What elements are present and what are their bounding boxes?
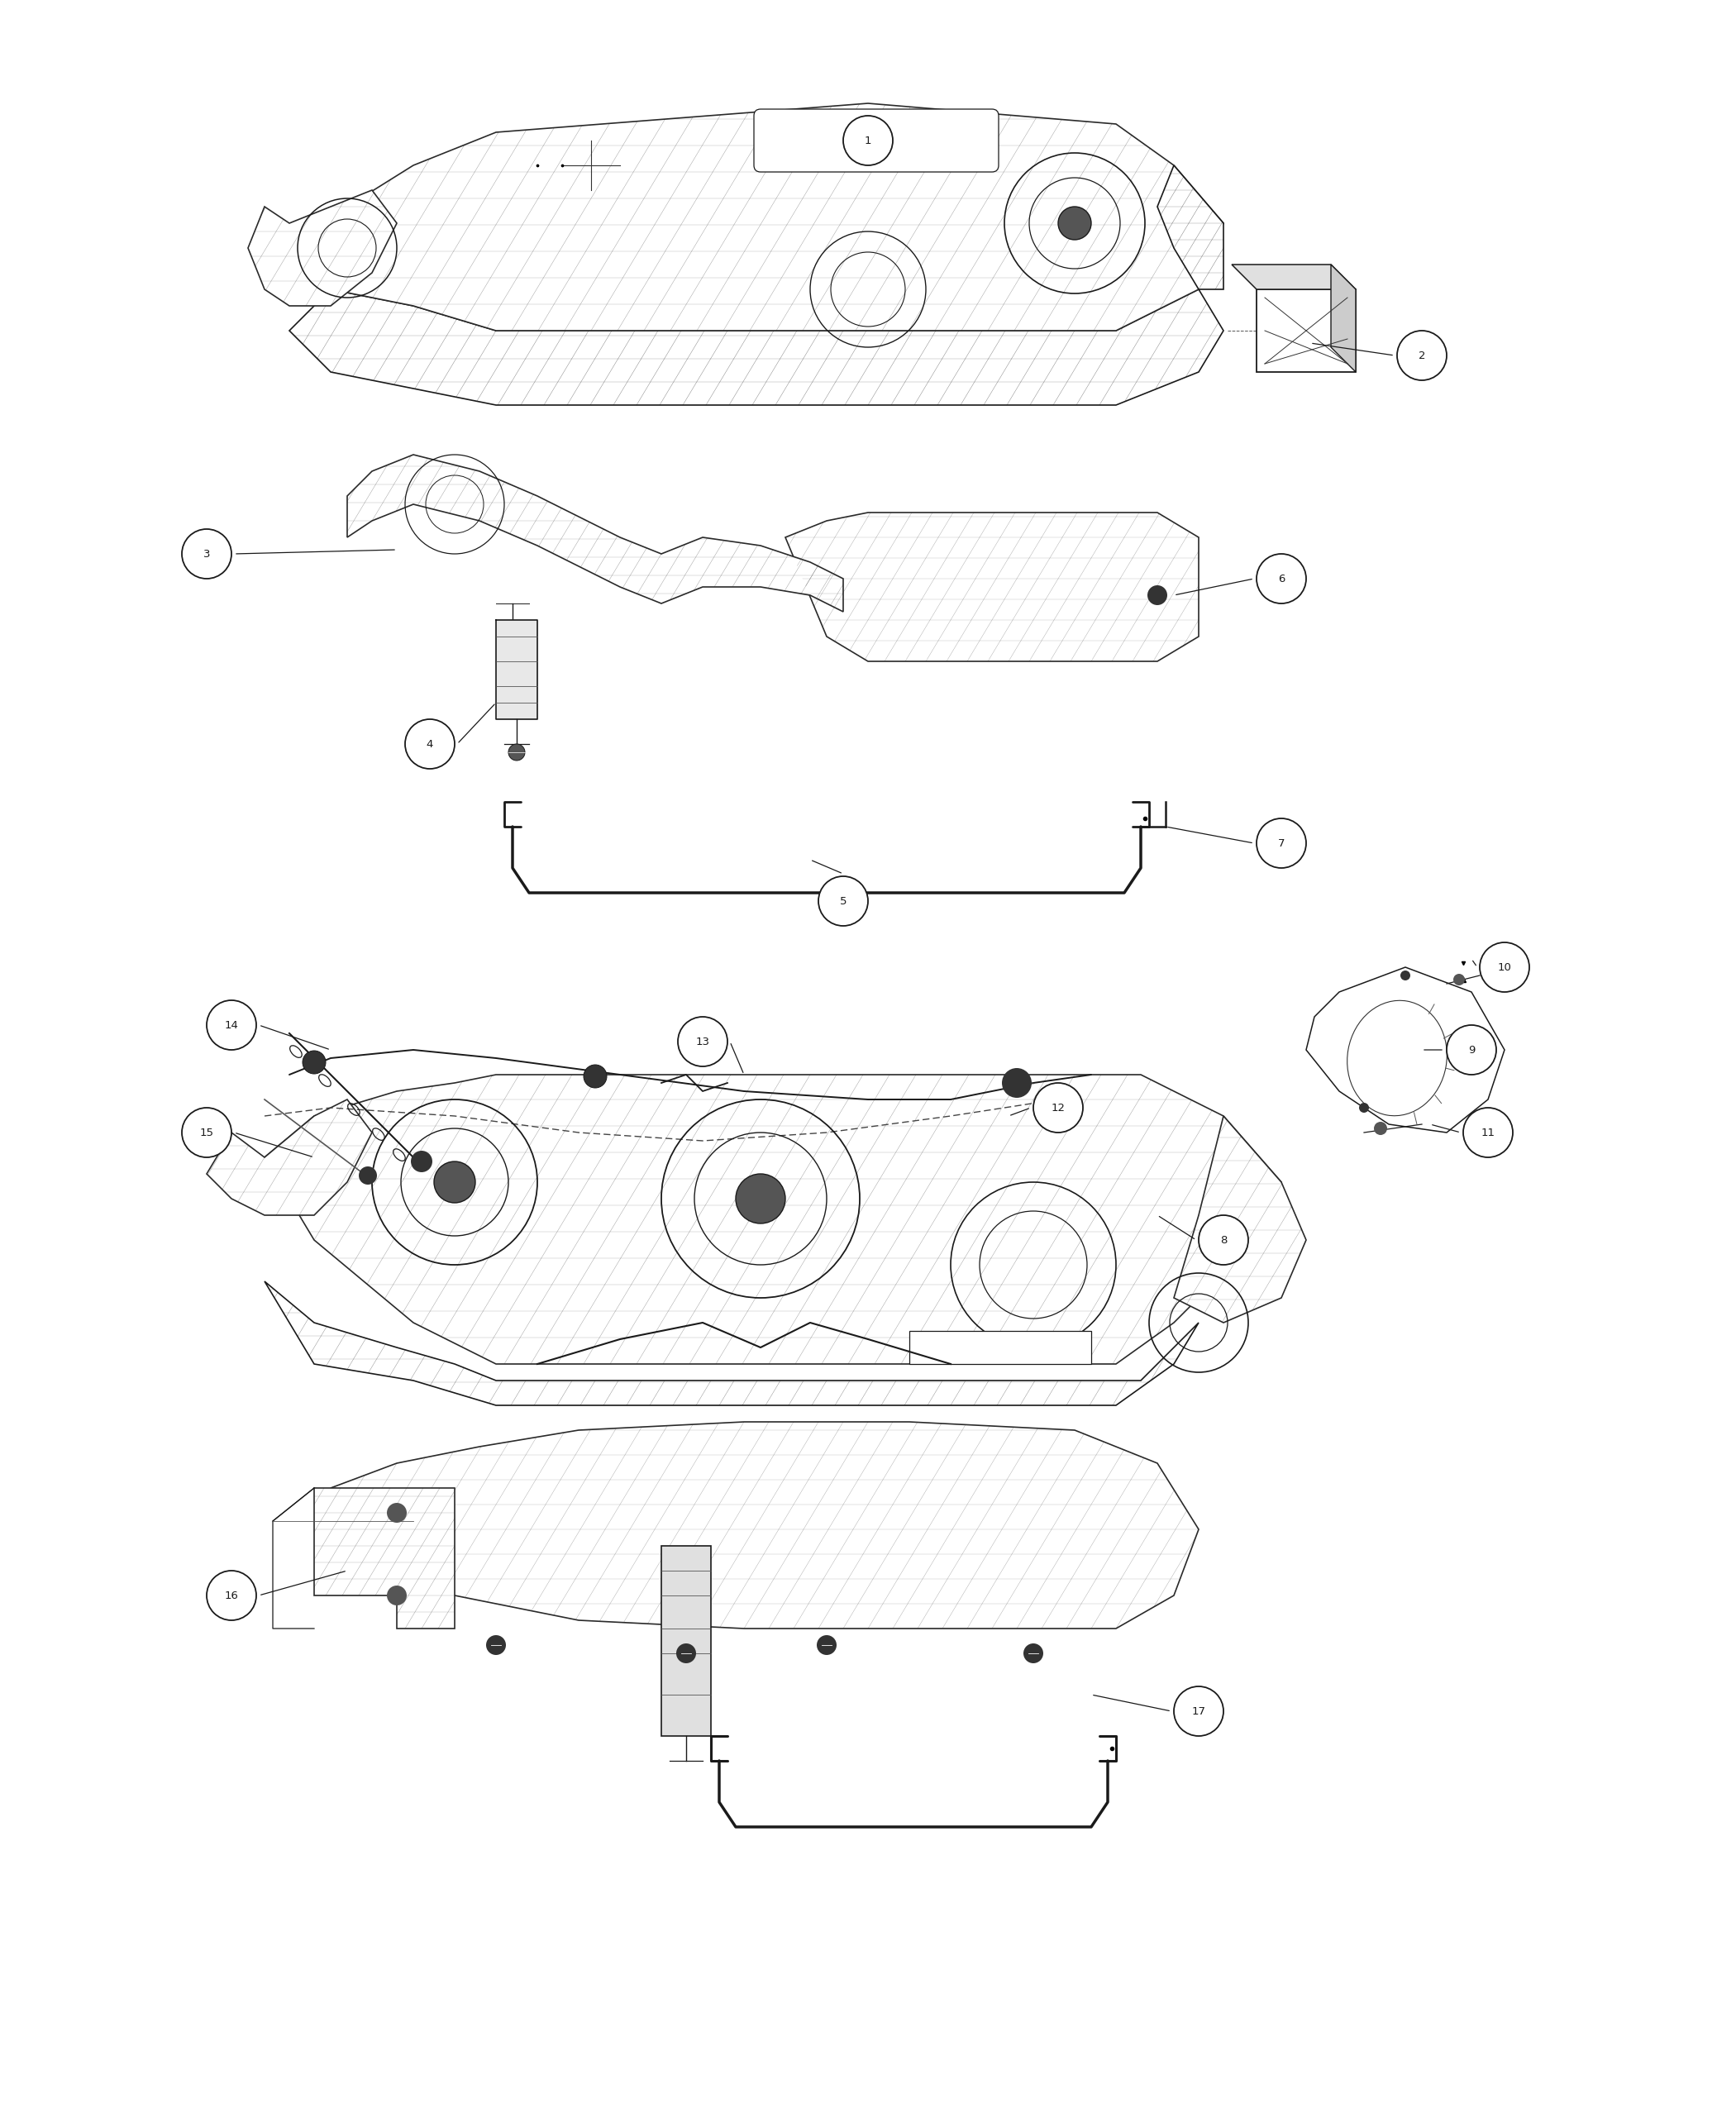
- Text: 13: 13: [696, 1037, 710, 1048]
- Polygon shape: [264, 1075, 1281, 1364]
- Polygon shape: [910, 1330, 1092, 1364]
- Circle shape: [1479, 942, 1529, 993]
- Circle shape: [1198, 1214, 1248, 1265]
- Polygon shape: [207, 1100, 372, 1214]
- Text: 2: 2: [1418, 350, 1425, 360]
- Circle shape: [677, 1016, 727, 1067]
- Text: 5: 5: [840, 896, 847, 906]
- Polygon shape: [785, 512, 1198, 662]
- Circle shape: [1373, 1121, 1387, 1134]
- Circle shape: [302, 1050, 326, 1073]
- Circle shape: [583, 1065, 608, 1088]
- Circle shape: [1463, 1107, 1512, 1157]
- Circle shape: [411, 1151, 432, 1172]
- Circle shape: [359, 1166, 377, 1185]
- Circle shape: [1147, 586, 1167, 605]
- Text: 17: 17: [1191, 1705, 1207, 1716]
- Text: 3: 3: [203, 548, 210, 559]
- Circle shape: [1397, 331, 1446, 379]
- Circle shape: [1002, 1069, 1031, 1098]
- Circle shape: [736, 1174, 785, 1223]
- Polygon shape: [1305, 968, 1505, 1132]
- FancyBboxPatch shape: [753, 110, 998, 173]
- Text: 12: 12: [1050, 1102, 1066, 1113]
- Circle shape: [1024, 1644, 1043, 1663]
- Polygon shape: [330, 1423, 1198, 1629]
- Text: 6: 6: [1278, 573, 1285, 584]
- Circle shape: [404, 719, 455, 769]
- Circle shape: [1033, 1084, 1083, 1132]
- Text: 11: 11: [1481, 1128, 1495, 1138]
- Text: 9: 9: [1469, 1043, 1476, 1056]
- Circle shape: [1257, 818, 1305, 868]
- Circle shape: [486, 1636, 505, 1655]
- Polygon shape: [347, 455, 844, 611]
- Polygon shape: [248, 190, 398, 306]
- Polygon shape: [496, 620, 538, 719]
- Circle shape: [818, 877, 868, 925]
- Circle shape: [182, 529, 231, 580]
- Circle shape: [509, 744, 524, 761]
- Polygon shape: [264, 1282, 1198, 1406]
- Circle shape: [1059, 207, 1092, 240]
- Text: 10: 10: [1498, 961, 1512, 972]
- Text: 15: 15: [200, 1128, 214, 1138]
- Text: 1: 1: [865, 135, 871, 145]
- Circle shape: [207, 1001, 257, 1050]
- Text: 14: 14: [224, 1020, 238, 1031]
- Polygon shape: [1158, 164, 1224, 289]
- Circle shape: [387, 1585, 406, 1606]
- Circle shape: [844, 116, 892, 164]
- Text: 7: 7: [1278, 837, 1285, 850]
- Polygon shape: [314, 1488, 455, 1629]
- Polygon shape: [1332, 264, 1356, 371]
- Polygon shape: [1257, 289, 1356, 371]
- Text: 16: 16: [224, 1589, 238, 1600]
- Circle shape: [1359, 1102, 1370, 1113]
- Polygon shape: [290, 103, 1224, 331]
- Circle shape: [1401, 970, 1410, 980]
- Circle shape: [1005, 1073, 1028, 1096]
- Circle shape: [182, 1107, 231, 1157]
- Text: 4: 4: [427, 738, 434, 748]
- Circle shape: [816, 1636, 837, 1655]
- Circle shape: [1453, 974, 1465, 984]
- Polygon shape: [1233, 264, 1356, 289]
- Polygon shape: [1174, 1115, 1305, 1322]
- Text: 8: 8: [1220, 1235, 1227, 1246]
- Circle shape: [207, 1570, 257, 1621]
- Circle shape: [677, 1644, 696, 1663]
- Polygon shape: [661, 1545, 712, 1737]
- Circle shape: [1446, 1024, 1496, 1075]
- Circle shape: [1257, 554, 1305, 603]
- Circle shape: [387, 1503, 406, 1522]
- Polygon shape: [290, 289, 1224, 405]
- Circle shape: [1174, 1686, 1224, 1737]
- Circle shape: [434, 1162, 476, 1204]
